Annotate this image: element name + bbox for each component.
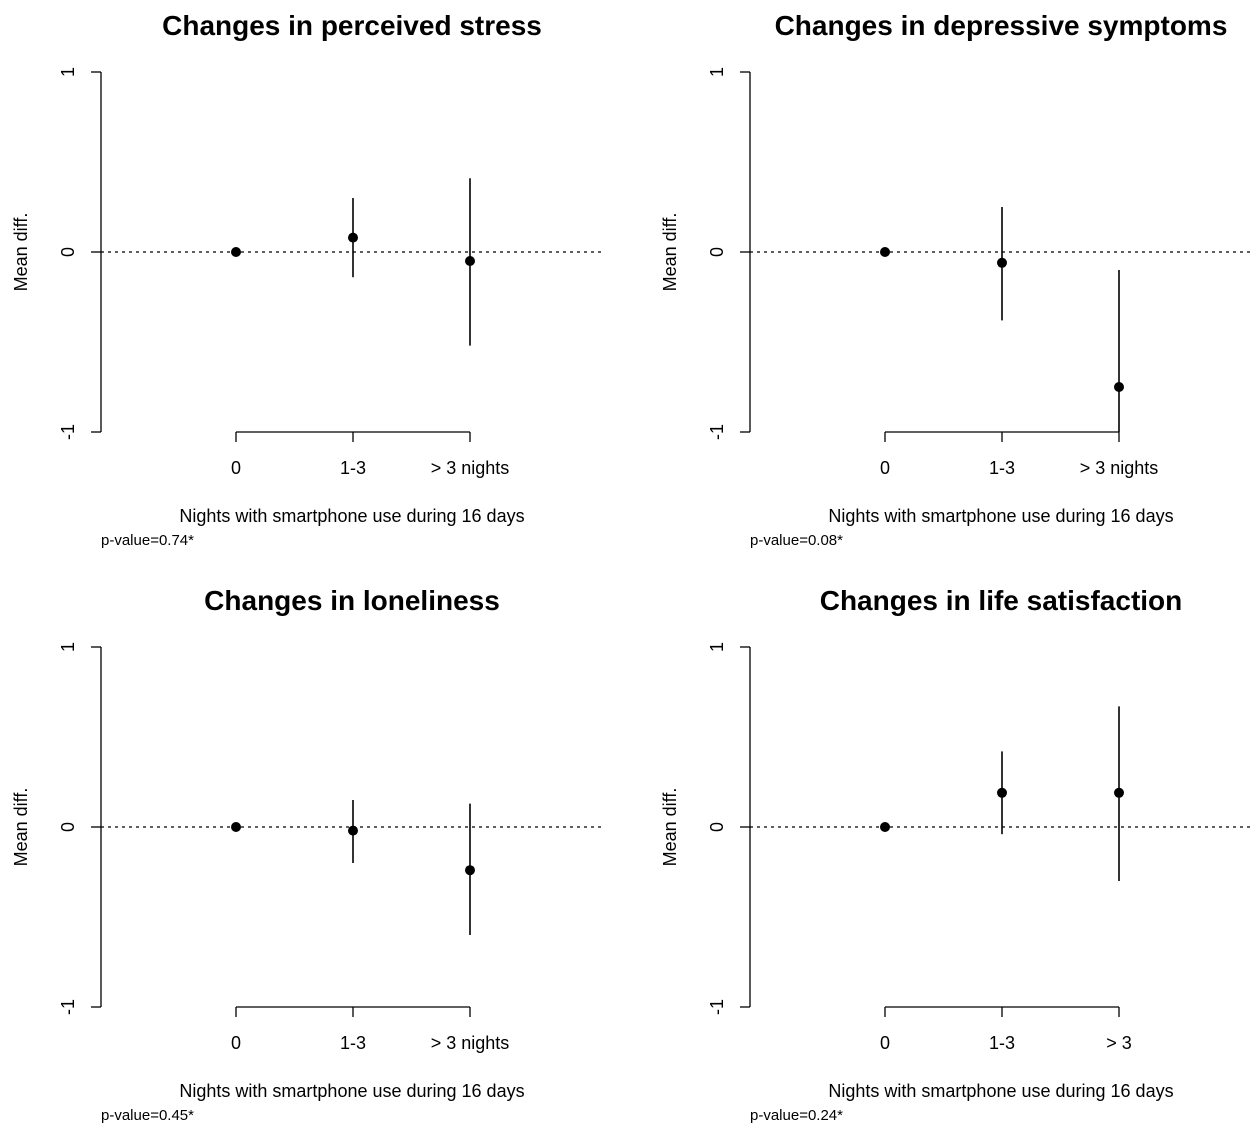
p-value-note: p-value=0.08*: [750, 532, 843, 549]
y-tick-label: 1: [707, 642, 727, 652]
estimate-point: [348, 232, 358, 243]
y-tick-label: 0: [707, 822, 727, 832]
estimate-point: [465, 256, 475, 266]
estimate-point: [880, 247, 890, 257]
x-tick-label: > 3 nights: [1080, 458, 1159, 478]
estimate-point: [348, 825, 358, 836]
chart-title: Changes in depressive symptoms: [775, 10, 1228, 41]
x-tick-label: > 3 nights: [431, 458, 510, 478]
x-axis-label: Nights with smartphone use during 16 day…: [828, 506, 1173, 526]
chart-title: Changes in loneliness: [204, 585, 500, 616]
y-tick-label: -1: [58, 424, 78, 440]
y-tick-label: 1: [58, 67, 78, 77]
y-axis-label: Mean diff.: [660, 213, 680, 292]
y-tick-label: 1: [707, 67, 727, 77]
y-tick-label: 1: [58, 642, 78, 652]
p-value-note: p-value=0.24*: [750, 1107, 843, 1124]
y-tick-label: 0: [707, 247, 727, 257]
x-axis-label: Nights with smartphone use during 16 day…: [179, 1081, 524, 1101]
y-tick-label: -1: [58, 999, 78, 1015]
chart-title: Changes in life satisfaction: [820, 585, 1183, 616]
estimate-point: [1114, 787, 1124, 798]
x-tick-label: > 3: [1106, 1033, 1132, 1053]
p-value-note: p-value=0.74*: [101, 532, 194, 549]
y-tick-label: 0: [58, 247, 78, 257]
x-tick-label: 0: [880, 1033, 890, 1053]
x-tick-label: 0: [231, 458, 241, 478]
y-tick-label: -1: [707, 999, 727, 1015]
y-tick-label: 0: [58, 822, 78, 832]
x-tick-label: 1-3: [340, 1033, 366, 1053]
estimate-point: [465, 865, 475, 876]
x-tick-label: 1-3: [989, 458, 1015, 478]
y-axis-label: Mean diff.: [11, 213, 31, 292]
x-axis-label: Nights with smartphone use during 16 day…: [828, 1081, 1173, 1101]
estimate-point: [880, 822, 890, 832]
x-tick-label: 0: [231, 1033, 241, 1053]
y-axis-label: Mean diff.: [11, 788, 31, 867]
estimate-point: [231, 247, 241, 257]
chart-title: Changes in perceived stress: [162, 10, 542, 41]
p-value-note: p-value=0.45*: [101, 1107, 194, 1124]
x-tick-label: 0: [880, 458, 890, 478]
y-axis-label: Mean diff.: [660, 788, 680, 867]
panel-3: Changes in loneliness -1 0 1 Mean diff. 0 1-3 >…: [11, 585, 604, 1124]
estimate-point: [997, 787, 1007, 798]
x-axis-label: Nights with smartphone use during 16 day…: [179, 506, 524, 526]
panel-1: Changes in perceived stress -1 0 1 Mean diff…: [11, 10, 604, 549]
x-tick-label: 1-3: [340, 458, 366, 478]
estimate-point: [1114, 382, 1124, 392]
estimate-point: [231, 822, 241, 832]
estimate-point: [997, 257, 1007, 268]
x-tick-label: 1-3: [989, 1033, 1015, 1053]
x-tick-label: > 3 nights: [431, 1033, 510, 1053]
y-tick-label: -1: [707, 424, 727, 440]
panel-2: Changes in depressive symptoms -1 0 1 Mean d…: [660, 10, 1251, 549]
panel-4: Changes in life satisfaction -1 0 1 Mean dif…: [660, 585, 1251, 1124]
